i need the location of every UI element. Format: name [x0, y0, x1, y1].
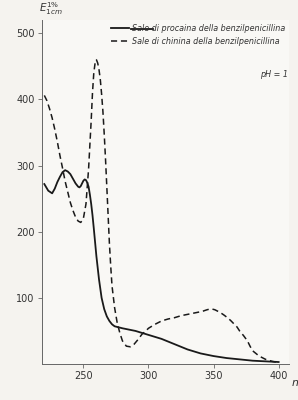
Legend: Sale di procaina della benzilpenicillina, Sale di chinina della benzilpenicillin: Sale di procaina della benzilpenicillina… [108, 21, 288, 49]
Text: mμ: mμ [291, 378, 298, 388]
Text: pH = 1: pH = 1 [260, 70, 288, 79]
Text: $E^{1\%}_{1cm}$: $E^{1\%}_{1cm}$ [39, 0, 63, 16]
